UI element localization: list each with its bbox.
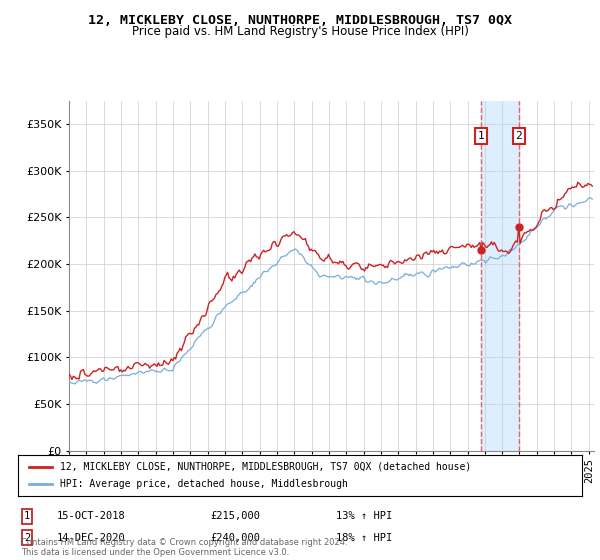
Text: £215,000: £215,000 [210,511,260,521]
Text: 2: 2 [515,131,522,141]
Text: £240,000: £240,000 [210,533,260,543]
Text: 1: 1 [478,131,485,141]
Text: 18% ↑ HPI: 18% ↑ HPI [336,533,392,543]
Text: Contains HM Land Registry data © Crown copyright and database right 2024.
This d: Contains HM Land Registry data © Crown c… [21,538,347,557]
Text: 2: 2 [24,533,30,543]
Text: 13% ↑ HPI: 13% ↑ HPI [336,511,392,521]
Text: 1: 1 [24,511,30,521]
Text: 12, MICKLEBY CLOSE, NUNTHORPE, MIDDLESBROUGH, TS7 0QX: 12, MICKLEBY CLOSE, NUNTHORPE, MIDDLESBR… [88,14,512,27]
Text: HPI: Average price, detached house, Middlesbrough: HPI: Average price, detached house, Midd… [60,479,348,489]
Bar [481,101,519,451]
Text: 14-DEC-2020: 14-DEC-2020 [57,533,126,543]
Text: 12, MICKLEBY CLOSE, NUNTHORPE, MIDDLESBROUGH, TS7 0QX (detached house): 12, MICKLEBY CLOSE, NUNTHORPE, MIDDLESBR… [60,461,472,472]
Text: Price paid vs. HM Land Registry's House Price Index (HPI): Price paid vs. HM Land Registry's House … [131,25,469,38]
Text: 15-OCT-2018: 15-OCT-2018 [57,511,126,521]
